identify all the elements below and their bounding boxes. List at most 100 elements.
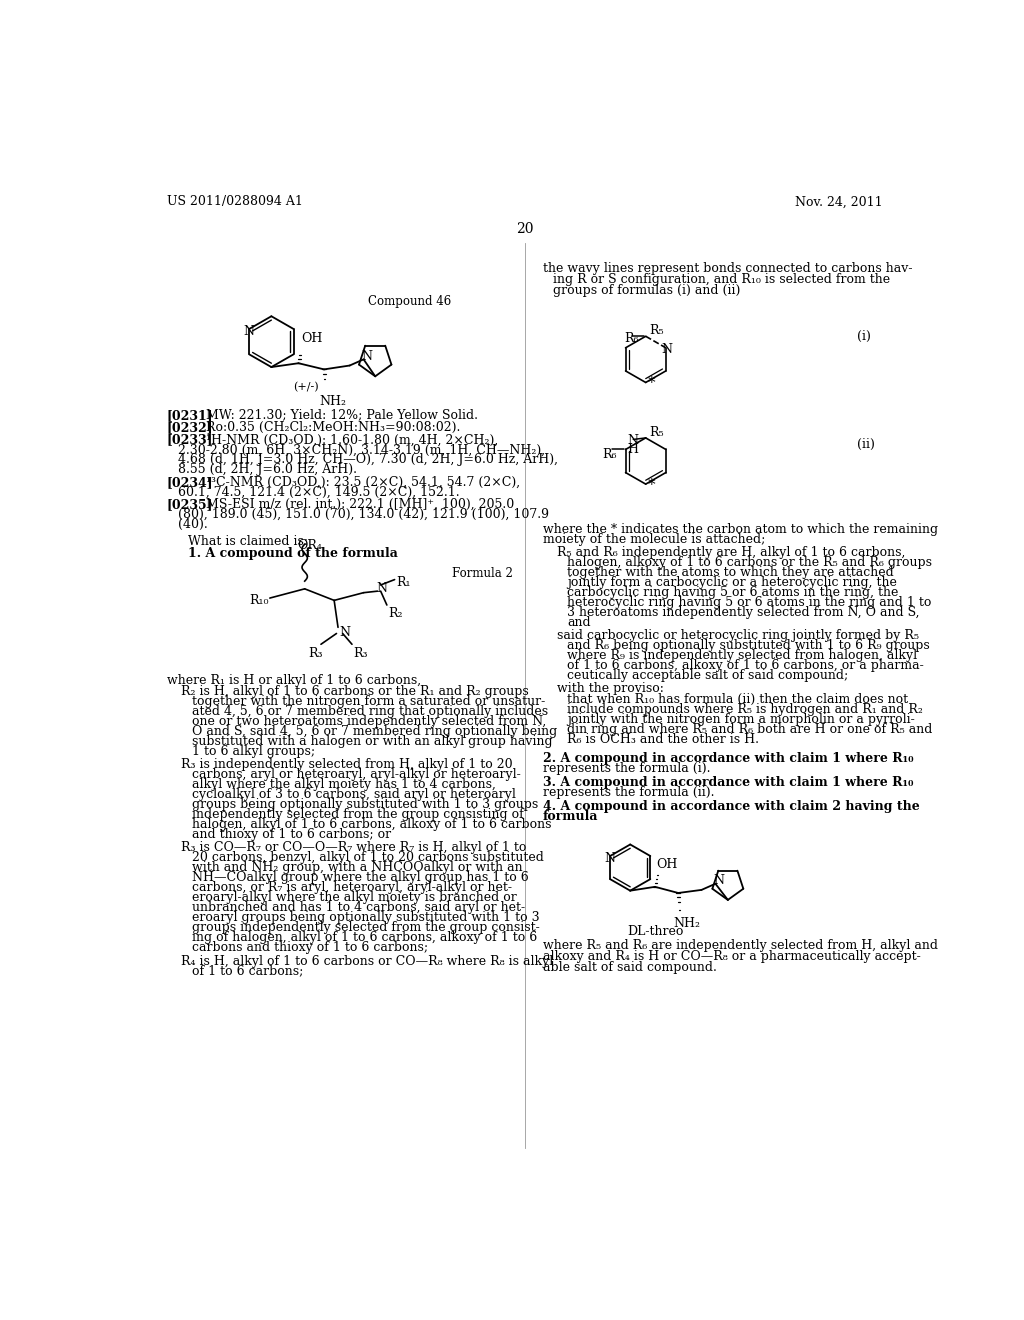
Text: N: N — [361, 350, 373, 363]
Text: substituted with a halogen or with an alkyl group having: substituted with a halogen or with an al… — [191, 735, 552, 748]
Text: R₁₀: R₁₀ — [250, 594, 269, 607]
Text: NH₂: NH₂ — [674, 917, 700, 929]
Text: N: N — [376, 582, 387, 595]
Text: halogen, alkoxy of 1 to 6 carbons or the R₅ and R₆ groups: halogen, alkoxy of 1 to 6 carbons or the… — [567, 556, 933, 569]
Text: US 2011/0288094 A1: US 2011/0288094 A1 — [167, 195, 303, 209]
Text: 3. A compound in accordance with claim 1 where R₁₀: 3. A compound in accordance with claim 1… — [543, 776, 913, 789]
Text: OH: OH — [656, 858, 678, 871]
Text: of 1 to 6 carbons;: of 1 to 6 carbons; — [191, 965, 303, 978]
Text: cycloalkyl of 3 to 6 carbons, said aryl or heteroaryl: cycloalkyl of 3 to 6 carbons, said aryl … — [191, 788, 515, 801]
Text: groups being optionally substituted with 1 to 3 groups: groups being optionally substituted with… — [191, 799, 538, 812]
Text: N: N — [604, 853, 614, 865]
Text: ing R or S configuration, and R₁₀ is selected from the: ing R or S configuration, and R₁₀ is sel… — [554, 273, 891, 286]
Text: R₅ and R₆ independently are H, alkyl of 1 to 6 carbons,: R₅ and R₆ independently are H, alkyl of … — [557, 545, 905, 558]
Text: jointly with the nitrogen form a morpholin or a pyrroli-: jointly with the nitrogen form a morphol… — [567, 713, 915, 726]
Text: [0234]: [0234] — [167, 475, 213, 488]
Text: OR₄: OR₄ — [297, 539, 322, 552]
Text: that when R₁₀ has formula (ii) then the claim does not: that when R₁₀ has formula (ii) then the … — [567, 693, 908, 706]
Text: 4. A compound in accordance with claim 2 having the: 4. A compound in accordance with claim 2… — [543, 800, 920, 813]
Text: (ii): (ii) — [856, 438, 874, 451]
Text: ¹³C-NMR (CD₃OD,): 23.5 (2×C), 54.1, 54.7 (2×C),: ¹³C-NMR (CD₃OD,): 23.5 (2×C), 54.1, 54.7… — [206, 475, 519, 488]
Text: 4.68 (d, 1H, J=3.0 Hz, CH—O), 7.30 (d, 2H, J=6.0 Hz, ArH),: 4.68 (d, 1H, J=3.0 Hz, CH—O), 7.30 (d, 2… — [177, 453, 558, 466]
Text: R₂ is H, alkyl of 1 to 6 carbons or the R₁ and R₂ groups: R₂ is H, alkyl of 1 to 6 carbons or the … — [180, 685, 528, 698]
Text: (i): (i) — [856, 330, 870, 343]
Text: independently selected from the group consisting of: independently selected from the group co… — [191, 808, 523, 821]
Text: 1 to 6 alkyl groups;: 1 to 6 alkyl groups; — [191, 744, 314, 758]
Text: ceutically acceptable salt of said compound;: ceutically acceptable salt of said compo… — [567, 669, 849, 682]
Text: H: H — [627, 444, 638, 457]
Text: [0231]: [0231] — [167, 409, 213, 421]
Text: alkyl where the alkyl moiety has 1 to 4 carbons,: alkyl where the alkyl moiety has 1 to 4 … — [191, 779, 496, 791]
Text: of 1 to 6 carbons, alkoxy of 1 to 6 carbons, or a pharma-: of 1 to 6 carbons, alkoxy of 1 to 6 carb… — [567, 659, 925, 672]
Text: the wavy lines represent bonds connected to carbons hav-: the wavy lines represent bonds connected… — [543, 263, 912, 276]
Text: said carbocyclic or heterocyclic ring jointly formed by R₅: said carbocyclic or heterocyclic ring jo… — [557, 628, 919, 642]
Text: able salt of said compound.: able salt of said compound. — [543, 961, 717, 974]
Text: (+/-): (+/-) — [294, 381, 319, 392]
Text: R₃: R₃ — [308, 647, 324, 660]
Text: carbons and thioxy of 1 to 6 carbons;: carbons and thioxy of 1 to 6 carbons; — [191, 941, 428, 954]
Text: R₃: R₃ — [353, 647, 368, 660]
Text: groups of formulas (i) and (ii): groups of formulas (i) and (ii) — [554, 284, 740, 297]
Text: formula: formula — [543, 810, 598, 822]
Text: R₄ is H, alkyl of 1 to 6 carbons or CO—R₈ where R₈ is alkyl: R₄ is H, alkyl of 1 to 6 carbons or CO—R… — [180, 954, 553, 968]
Text: Nov. 24, 2011: Nov. 24, 2011 — [796, 195, 883, 209]
Text: ing of halogen, alkyl of 1 to 6 carbons, alkoxy of 1 to 6: ing of halogen, alkyl of 1 to 6 carbons,… — [191, 932, 537, 945]
Text: [0232]: [0232] — [167, 421, 213, 434]
Text: and thioxy of 1 to 6 carbons; or: and thioxy of 1 to 6 carbons; or — [191, 829, 391, 841]
Text: [0233]: [0233] — [167, 433, 213, 446]
Text: carbons, aryl or heteroaryl, aryl-alkyl or heteroaryl-: carbons, aryl or heteroaryl, aryl-alkyl … — [191, 768, 520, 781]
Text: jointly form a carbocyclic or a heterocyclic ring, the: jointly form a carbocyclic or a heterocy… — [567, 576, 897, 589]
Text: moiety of the molecule is attached;: moiety of the molecule is attached; — [543, 533, 765, 546]
Text: carbons, or R₇ is aryl, heteroaryl, aryl-alkyl or het-: carbons, or R₇ is aryl, heteroaryl, aryl… — [191, 882, 512, 895]
Text: MW: 221.30; Yield: 12%; Pale Yellow Solid.: MW: 221.30; Yield: 12%; Pale Yellow Soli… — [206, 409, 477, 421]
Text: Rᴏ:0.35 (CH₂Cl₂:MeOH:NH₃=90:08:02).: Rᴏ:0.35 (CH₂Cl₂:MeOH:NH₃=90:08:02). — [206, 421, 460, 434]
Text: [0235]: [0235] — [167, 498, 213, 511]
Text: N: N — [662, 343, 672, 356]
Text: R₆: R₆ — [624, 333, 639, 346]
Text: carbocyclic ring having 5 or 6 atoms in the ring, the: carbocyclic ring having 5 or 6 atoms in … — [567, 586, 899, 599]
Text: *: * — [647, 376, 655, 391]
Text: R₁: R₁ — [396, 576, 411, 589]
Text: and: and — [567, 615, 591, 628]
Text: together with the atoms to which they are attached: together with the atoms to which they ar… — [567, 566, 894, 578]
Text: ¹H-NMR (CD₃OD,): 1.60-1.80 (m, 4H, 2×CH₂),: ¹H-NMR (CD₃OD,): 1.60-1.80 (m, 4H, 2×CH₂… — [206, 433, 498, 446]
Text: with and NH₂ group, with a NHCOOalkyl or with an: with and NH₂ group, with a NHCOOalkyl or… — [191, 862, 522, 874]
Text: 1. A compound of the formula: 1. A compound of the formula — [188, 548, 398, 560]
Text: NH—COalkyl group where the alkyl group has 1 to 6: NH—COalkyl group where the alkyl group h… — [191, 871, 528, 884]
Text: eroaryl-alkyl where the alkyl moiety is branched or: eroaryl-alkyl where the alkyl moiety is … — [191, 891, 516, 904]
Text: N: N — [243, 325, 254, 338]
Text: R₃ is CO—R₇ or CO—O—R₇ where R₇ is H, alkyl of 1 to: R₃ is CO—R₇ or CO—O—R₇ where R₇ is H, al… — [180, 841, 526, 854]
Text: 2.30-2.80 (m, 6H, 3×CH₂N), 3.14-3.19 (m, 1H, CH—NH₂),: 2.30-2.80 (m, 6H, 3×CH₂N), 3.14-3.19 (m,… — [177, 444, 545, 457]
Text: 20 carbons, benzyl, alkyl of 1 to 20 carbons substituted: 20 carbons, benzyl, alkyl of 1 to 20 car… — [191, 851, 544, 865]
Text: where R₁ is H or alkyl of 1 to 6 carbons,: where R₁ is H or alkyl of 1 to 6 carbons… — [167, 673, 421, 686]
Text: N: N — [627, 434, 638, 447]
Text: and R₆ being optionally substituted with 1 to 6 R₉ groups: and R₆ being optionally substituted with… — [567, 639, 930, 652]
Text: together with the nitrogen form a saturated or unsatur-: together with the nitrogen form a satura… — [191, 696, 545, 708]
Text: 2. A compound in accordance with claim 1 where R₁₀: 2. A compound in accordance with claim 1… — [543, 752, 913, 766]
Text: represents the formula (i).: represents the formula (i). — [543, 762, 710, 775]
Text: Compound 46: Compound 46 — [369, 294, 452, 308]
Text: *: * — [647, 478, 655, 492]
Text: Formula 2: Formula 2 — [452, 568, 513, 581]
Text: where R₅ and R₆ are independently selected from H, alkyl and: where R₅ and R₆ are independently select… — [543, 940, 938, 952]
Text: DL-threo: DL-threo — [627, 925, 683, 939]
Text: where the * indicates the carbon atom to which the remaining: where the * indicates the carbon atom to… — [543, 523, 938, 536]
Text: din ring and where R₅ and R₆ both are H or one of R₅ and: din ring and where R₅ and R₆ both are H … — [567, 723, 933, 735]
Text: OH: OH — [301, 331, 323, 345]
Text: (80), 189.0 (45), 151.0 (70), 134.0 (42), 121.9 (100), 107.9: (80), 189.0 (45), 151.0 (70), 134.0 (42)… — [177, 508, 549, 521]
Text: with the proviso:: with the proviso: — [557, 682, 664, 696]
Text: represents the formula (ii).: represents the formula (ii). — [543, 785, 714, 799]
Text: What is claimed is:: What is claimed is: — [188, 535, 308, 548]
Text: include compounds where R₅ is hydrogen and R₁ and R₂: include compounds where R₅ is hydrogen a… — [567, 702, 924, 715]
Text: MS-ESI m/z (rel. int.): 222.1 ([MH]⁺, 100), 205.0: MS-ESI m/z (rel. int.): 222.1 ([MH]⁺, 10… — [206, 498, 514, 511]
Text: R₃ is independently selected from H, alkyl of 1 to 20: R₃ is independently selected from H, alk… — [180, 758, 512, 771]
Text: R₂: R₂ — [388, 607, 402, 619]
Text: R₅: R₅ — [649, 323, 665, 337]
Text: R₆: R₆ — [602, 447, 616, 461]
Text: R₆ is OCH₃ and the other is H.: R₆ is OCH₃ and the other is H. — [567, 733, 760, 746]
Text: eroaryl groups being optionally substituted with 1 to 3: eroaryl groups being optionally substitu… — [191, 911, 540, 924]
Text: 3 heteroatoms independently selected from N, O and S,: 3 heteroatoms independently selected fro… — [567, 606, 920, 619]
Text: unbranched and has 1 to 4 carbons, said aryl or het-: unbranched and has 1 to 4 carbons, said … — [191, 902, 524, 915]
Text: (40).: (40). — [177, 517, 207, 531]
Text: ated 4, 5, 6 or 7 membered ring that optionally includes: ated 4, 5, 6 or 7 membered ring that opt… — [191, 705, 548, 718]
